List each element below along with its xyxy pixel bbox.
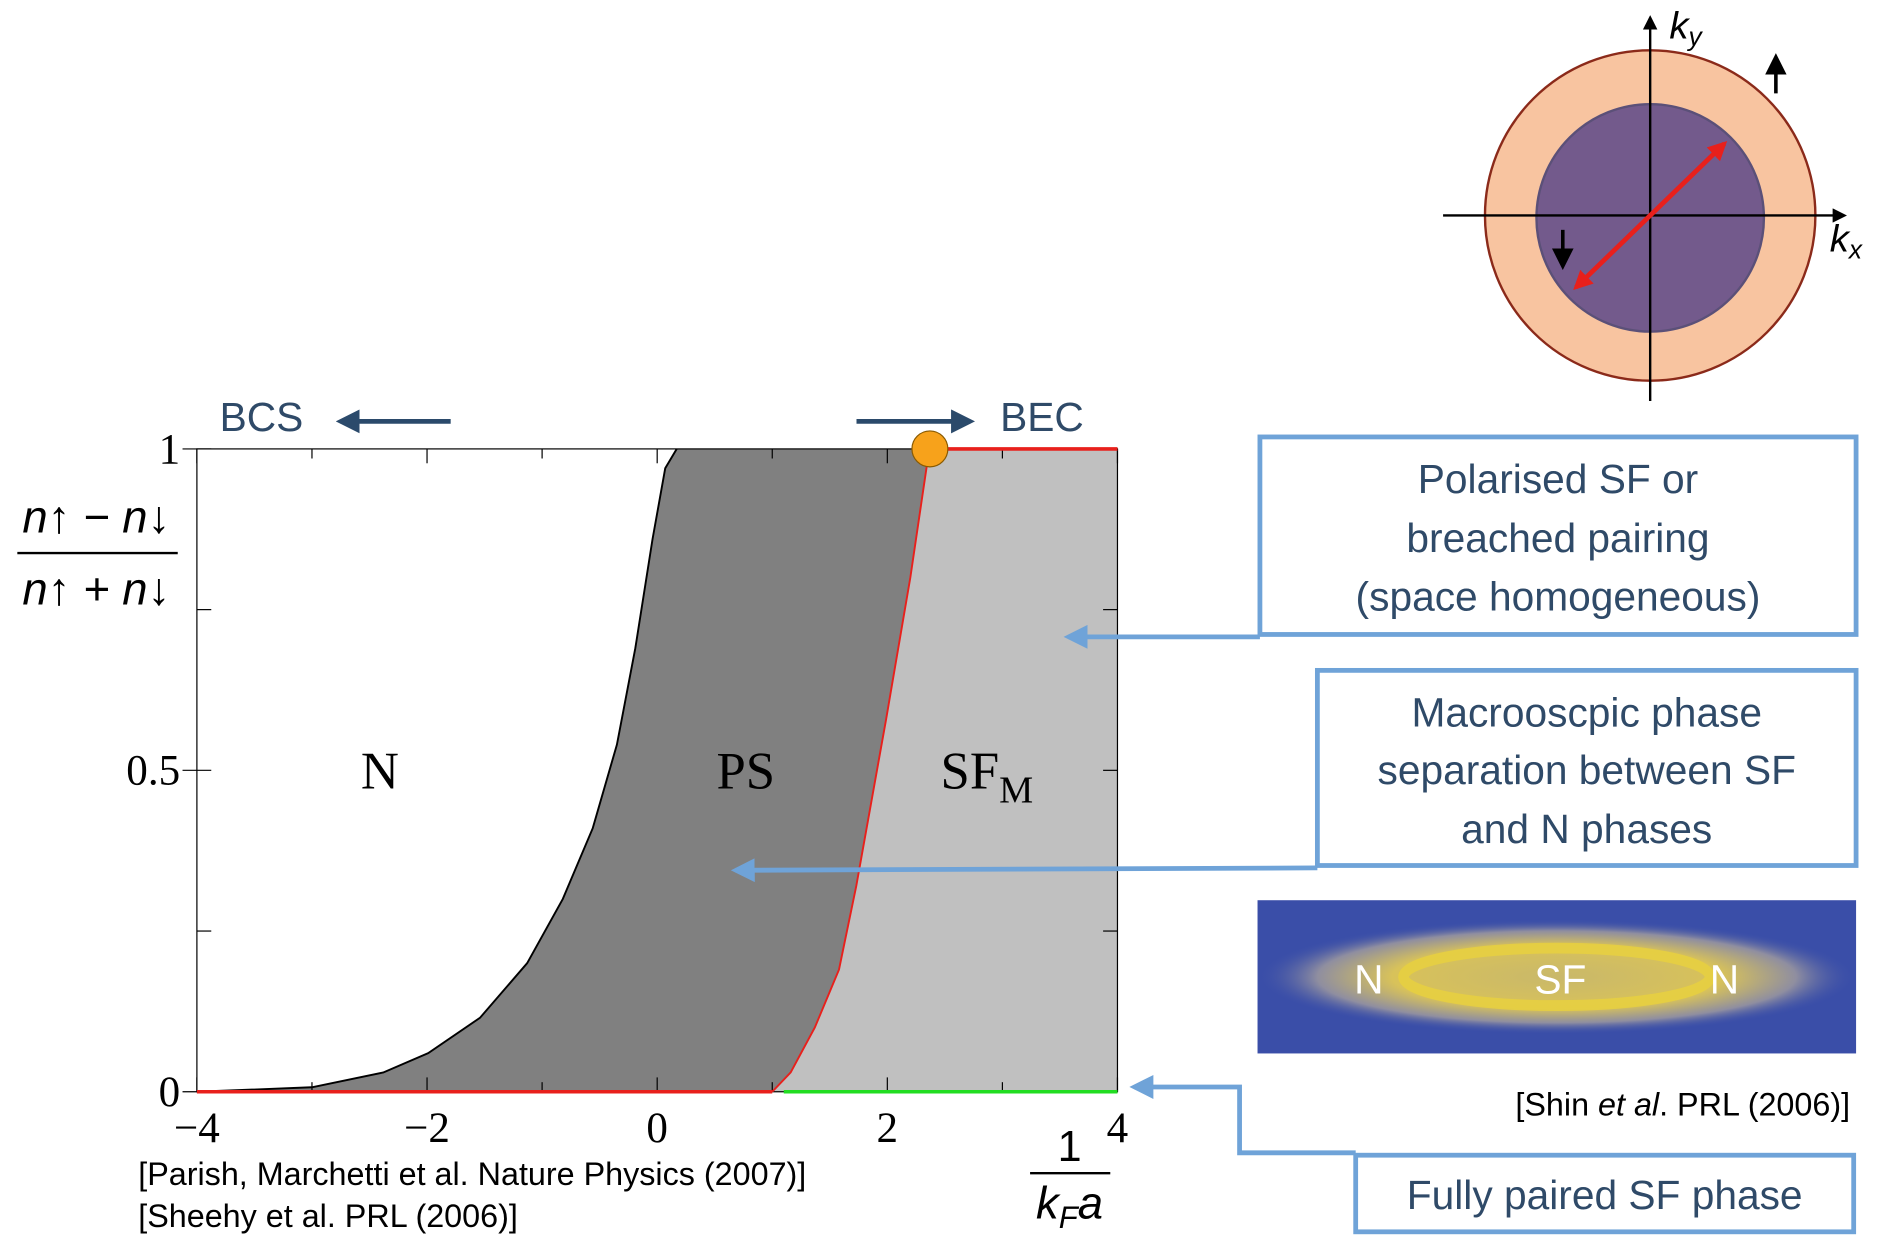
y-label-denominator: n↑ + n↓ — [22, 564, 170, 615]
box-line: breached pairing — [1406, 515, 1709, 561]
y-tick-label: 0.5 — [126, 748, 180, 795]
connector-arrow — [1134, 1087, 1355, 1153]
image-label: N — [1354, 957, 1383, 1003]
y-tick-label: 0 — [159, 1069, 181, 1116]
x-tick-label: −2 — [404, 1105, 450, 1152]
y-label-numerator: n↑ − n↓ — [22, 492, 170, 543]
phase-diagram: −4 −2 0 2 4 0 0.5 1 N PS SFM — [126, 426, 1128, 1152]
box-line: separation between SF — [1378, 747, 1796, 793]
x-label-denominator: kFa — [1036, 1178, 1103, 1236]
x-tick-label: −4 — [174, 1105, 220, 1152]
citation-part: . PRL (2006)] — [1659, 1087, 1850, 1123]
x-label-part: k — [1036, 1178, 1061, 1229]
image-label: N — [1710, 957, 1739, 1003]
y-tick-label: 1 — [159, 426, 181, 473]
region-label-part: N — [361, 742, 399, 800]
box-line: (space homogeneous) — [1356, 574, 1761, 620]
bec-label: BEC — [1000, 394, 1084, 440]
connector-arrow — [736, 868, 1318, 870]
region-label-part: SF — [941, 742, 1000, 800]
image-label: SF — [1534, 957, 1586, 1003]
ky-part: k — [1669, 4, 1690, 47]
citation-part: et al — [1598, 1087, 1660, 1123]
citation-part: [Shin — [1515, 1087, 1598, 1123]
region-label-part: PS — [716, 742, 775, 800]
x-tick-label: 2 — [877, 1105, 899, 1152]
x-label-part: F — [1059, 1200, 1080, 1235]
image-citation: [Shin et al. PRL (2006)] — [1515, 1087, 1850, 1123]
ky-part: y — [1686, 21, 1703, 51]
x-tick-label: 0 — [646, 1105, 668, 1152]
x-label-numerator: 1 — [1058, 1123, 1082, 1171]
region-label: N — [361, 742, 399, 800]
experiment-image: N SF N — [1258, 900, 1857, 1053]
bcs-label: BCS — [220, 394, 304, 440]
kx-part: x — [1847, 235, 1863, 265]
box-line: Polarised SF or — [1418, 456, 1698, 502]
ky-label: ky — [1669, 4, 1703, 51]
critical-point — [912, 431, 948, 467]
page: { "chart_data": { "type": "area", "xlim"… — [0, 0, 1877, 1239]
kx-part: k — [1830, 217, 1851, 260]
slide: −4−202400.51NPSSFM BCS BEC n↑ − n↓ n↑ + … — [0, 0, 1877, 1239]
region-label: PS — [716, 742, 775, 800]
citation: [Parish, Marchetti et al. Nature Physics… — [138, 1156, 806, 1192]
fermi-diagram: ky kx — [1443, 4, 1863, 401]
citation: [Sheehy et al. PRL (2006)] — [138, 1198, 518, 1234]
region-label-sub: M — [999, 770, 1033, 812]
box-line: and N phases — [1461, 806, 1712, 852]
box-line: Fully paired SF phase — [1407, 1172, 1803, 1218]
kx-label: kx — [1830, 217, 1863, 264]
x-tick-label: 4 — [1107, 1105, 1129, 1152]
box-line: Macrooscpic phase — [1411, 690, 1762, 736]
x-label-part: a — [1078, 1178, 1103, 1229]
